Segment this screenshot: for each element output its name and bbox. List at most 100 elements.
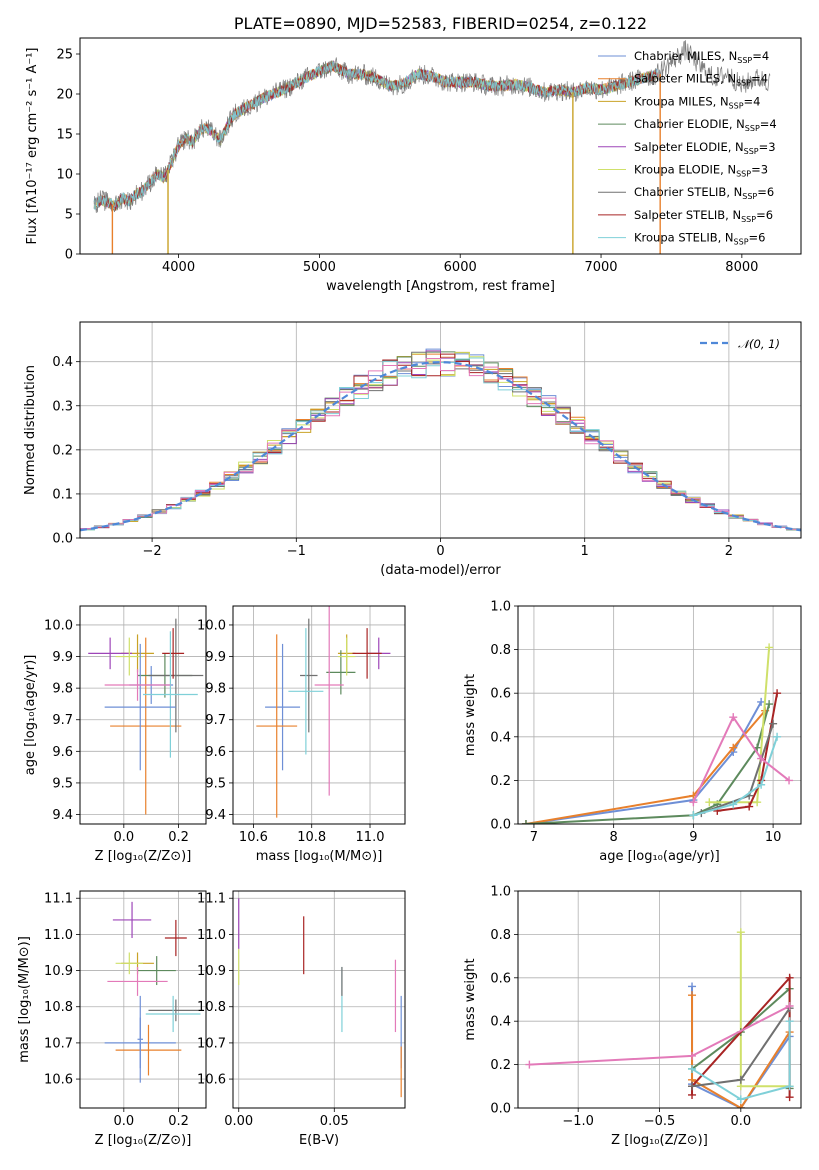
weight-marker (688, 1090, 697, 1099)
error-bar-point (162, 628, 185, 679)
weight-marker (785, 973, 794, 982)
weight-marker (688, 1064, 697, 1073)
weight-marker (689, 811, 698, 820)
error-bar-point (256, 634, 298, 818)
y-tick-label: 9.5 (205, 776, 226, 791)
error-bar-point (115, 1024, 182, 1076)
error-bar-point (104, 669, 171, 701)
y-tick-label: 9.4 (205, 808, 226, 823)
panel-age-vs-Z: 0.0 0.2 9.4 9.5 9.6 9.7 9.8 9.9 10.0 Z [log₁₀(Z/Z… (23, 605, 207, 864)
y-axis-label: Normed distribution (23, 365, 38, 495)
weight-marker (688, 1051, 697, 1060)
x-tick-label: 0.2 (168, 1114, 189, 1129)
weight-marker (688, 991, 697, 1000)
weight-marker (736, 1075, 745, 1084)
x-axis-label: wavelength [Angstrom, rest frame] (326, 279, 555, 294)
weight-marker (769, 719, 778, 728)
y-tick-label: 0.8 (490, 643, 511, 658)
weight-marker (689, 798, 698, 807)
panel-residuals: −2 −1 0 1 2 0.0 0.1 0.2 0.3 0.4 (data-model)/error… (23, 321, 802, 578)
weight-marker (688, 1082, 697, 1091)
error-bar-point (148, 999, 204, 1022)
weight-line-6 (691, 1021, 791, 1101)
plot-area (233, 891, 405, 1108)
y-tick-label: 15 (56, 128, 73, 143)
legend-label-8: Kroupa STELIB, NSSP=6 (634, 231, 765, 247)
x-tick-label: 10.8 (297, 830, 326, 845)
x-tick-label: 0.0 (113, 1114, 134, 1129)
error-bar-point (265, 643, 301, 771)
weight-marker (785, 776, 794, 785)
error-bar-point (164, 919, 187, 957)
axes-frame (517, 890, 802, 1109)
y-tick-label: 9.7 (52, 713, 73, 728)
histogram-step-9 (80, 358, 801, 530)
y-tick-label: 1.0 (490, 885, 511, 900)
weight-line-7 (692, 715, 790, 803)
axes-frame (79, 890, 207, 1109)
x-axis-label: E(B-V) (299, 1133, 339, 1148)
y-tick-label: 10.9 (197, 964, 226, 979)
y-tick-label: 0.8 (490, 928, 511, 943)
error-bar-point (326, 650, 356, 695)
error-bar-point (115, 637, 143, 676)
error-bar-point (104, 643, 176, 771)
y-tick-label: 25 (56, 48, 73, 63)
error-bar-point (137, 995, 143, 1083)
y-tick-label: 5 (65, 208, 73, 223)
error-bar-point (148, 618, 204, 733)
weight-marker (757, 780, 766, 789)
y-tick-label: 1.0 (490, 600, 511, 615)
axes-frame (232, 890, 406, 1109)
y-tick-label: 11.1 (197, 892, 226, 907)
x-tick-label: 9 (689, 830, 697, 845)
x-tick-label: 2 (725, 544, 733, 559)
y-tick-label: 9.9 (52, 650, 73, 665)
x-tick-label: 4000 (162, 260, 195, 275)
y-tick-label: 11.0 (197, 928, 226, 943)
legend-label-4: Salpeter ELODIE, NSSP=3 (634, 140, 776, 156)
chart-title: PLATE=0890, MJD=52583, FIBERID=0254, z=0… (234, 14, 647, 33)
weight-marker (765, 700, 774, 709)
error-bar-point (110, 637, 182, 815)
panel-mass-vs-Z: 0.0 0.2 10.6 10.7 10.8 10.9 11.0 11.1 Z [log₁₀(Z… (17, 890, 207, 1148)
weight-marker (745, 802, 754, 811)
x-tick-label: 10 (765, 830, 782, 845)
weight-marker (773, 689, 782, 698)
y-tick-label: 10.6 (44, 1073, 73, 1088)
weight-marker (736, 1104, 745, 1108)
weight-line-0 (525, 701, 763, 824)
y-axis-label: age [log₁₀(age/yr)] (23, 655, 38, 776)
x-axis-label: Z [log₁₀(Z/Z⊙)] (611, 1133, 708, 1148)
legend-label-1: Salpeter MILES, NSSP=4 (634, 72, 768, 88)
weight-marker (705, 798, 714, 807)
y-tick-label: 0.0 (52, 532, 73, 547)
error-bar-point (143, 631, 198, 758)
x-tick-label: 10.6 (239, 830, 268, 845)
x-tick-label: −2 (143, 544, 162, 559)
y-tick-label: 0.2 (490, 774, 511, 789)
y-tick-label: 10.0 (197, 618, 226, 633)
y-tick-label: 20 (56, 88, 73, 103)
y-tick-label: 9.6 (205, 745, 226, 760)
error-bar-point (288, 628, 324, 755)
y-tick-label: 9.6 (52, 745, 73, 760)
weight-marker (525, 1060, 534, 1069)
panel-weight-vs-Z: −1.0 −0.5 0.0 0.0 0.2 0.4 0.6 0.8 1.0 Z [log₁₀(Z/… (463, 885, 802, 1148)
legend-label-3: Chabrier ELODIE, NSSP=4 (634, 117, 777, 133)
legend-label-5: Kroupa ELODIE, NSSP=3 (634, 163, 768, 179)
error-bar-point (107, 966, 168, 996)
panel-mass-vs-ebv: 0.00 0.05 10.6 10.7 10.8 10.9 11.0 11.1 E(B-V) (197, 890, 406, 1148)
y-tick-label: 0.2 (490, 1058, 511, 1073)
error-bar-point (137, 956, 176, 986)
y-axis-label: mass weight (463, 958, 478, 1040)
x-tick-label: −1 (287, 544, 306, 559)
x-tick-label: −1.0 (562, 1114, 594, 1129)
x-tick-label: 6000 (444, 260, 477, 275)
error-bar-point (314, 606, 344, 796)
legend: 𝒩(0, 1) (700, 337, 780, 351)
y-tick-label: 0.4 (52, 355, 73, 370)
x-tick-label: 0 (436, 544, 444, 559)
x-axis-label: age [log₁₀(age/yr)] (599, 849, 720, 864)
